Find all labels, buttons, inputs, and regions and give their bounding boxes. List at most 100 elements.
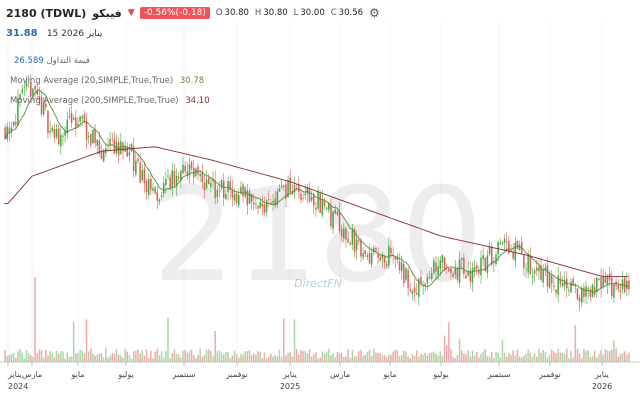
volume-bar — [263, 352, 266, 362]
last-date: 15 يناير 2026 — [46, 29, 103, 39]
legend-ma20[interactable]: Moving Average (20,SIMPLE,True,True) 30.… — [10, 76, 204, 86]
candle-body — [452, 273, 454, 277]
volume-bar — [83, 353, 86, 362]
candle-body — [484, 257, 487, 272]
candle-body — [482, 255, 484, 260]
volume-bar — [70, 356, 73, 362]
candle-body — [557, 275, 559, 295]
volume-bar — [448, 322, 450, 362]
volume-bar — [214, 331, 216, 362]
candle-body — [619, 290, 622, 292]
gear-icon[interactable]: ⚙ — [369, 6, 380, 20]
candle-body — [34, 85, 36, 90]
candle-body — [426, 277, 429, 284]
volume-bar — [145, 349, 148, 362]
volume-bar — [57, 353, 60, 362]
candle-body — [55, 129, 58, 138]
candle-body — [154, 187, 156, 194]
volume-bar — [443, 335, 446, 362]
candle-body — [79, 116, 81, 122]
candle-body — [501, 242, 504, 244]
candle-body — [285, 184, 287, 199]
volume-bar — [81, 350, 84, 362]
candle-body — [4, 127, 6, 140]
candle-body — [471, 268, 474, 284]
candle-body — [315, 207, 317, 210]
volume-bar — [439, 351, 442, 362]
volume-bar — [486, 356, 489, 362]
volume-bar — [137, 349, 139, 362]
candle-body — [233, 194, 236, 201]
volume-bar — [450, 348, 452, 362]
volume-bar — [441, 355, 444, 362]
volume-bar — [512, 350, 514, 362]
volume-bar — [370, 355, 373, 362]
candle-body — [463, 257, 465, 274]
candle-body — [465, 275, 467, 279]
candle-body — [390, 248, 392, 254]
volume-bar — [10, 353, 13, 362]
candle-body — [75, 117, 77, 129]
volume-bar — [186, 352, 189, 362]
x-tick-label: سبتمبر — [172, 370, 196, 379]
volume-bar — [336, 351, 339, 362]
volume-bar — [156, 348, 159, 362]
candle-body — [475, 265, 478, 269]
candle-body — [111, 138, 114, 140]
volume-bar — [471, 350, 474, 362]
volume-bar — [501, 339, 504, 362]
x-tick-label: يناير — [594, 370, 609, 379]
volume-bar — [383, 354, 386, 362]
volume-bar — [40, 350, 43, 362]
candle-body — [604, 276, 607, 284]
volume-bar — [12, 352, 15, 362]
volume-bar — [255, 354, 257, 362]
candle-body — [430, 273, 433, 279]
volume-bar — [68, 356, 71, 362]
candle-body — [8, 127, 11, 134]
candle-body — [36, 90, 38, 95]
caret-down-icon[interactable]: ▼ — [127, 8, 135, 18]
volume-bar — [523, 355, 525, 362]
candle-body — [253, 202, 255, 205]
candle-body — [132, 146, 135, 172]
candle-body — [523, 254, 525, 269]
candle-body — [261, 203, 264, 207]
volume-bar — [353, 356, 356, 362]
x-tick-label: يناير — [282, 370, 297, 379]
candle-body — [591, 284, 594, 297]
legend-volume[interactable]: قيمة التداول 26.589 — [10, 56, 90, 66]
volume-bar — [295, 348, 298, 362]
candle-body — [366, 255, 369, 257]
volume-bar — [334, 357, 336, 362]
volume-bar — [409, 358, 412, 362]
candle-body — [300, 193, 302, 201]
candle-body — [328, 203, 330, 210]
volume-bar — [184, 350, 186, 362]
candle-body — [38, 95, 41, 101]
candle-body — [72, 117, 75, 120]
volume-bar — [317, 358, 319, 362]
volume-bar — [525, 353, 527, 362]
candle-body — [553, 285, 555, 288]
candle-body — [411, 290, 414, 294]
candle-body — [92, 129, 94, 144]
volume-bar — [493, 358, 495, 362]
volume-bar — [553, 351, 555, 362]
volume-bar — [606, 350, 609, 362]
volume-bar — [229, 358, 231, 362]
volume-bar — [304, 351, 306, 362]
volume-bar — [445, 345, 448, 362]
volume-bar — [225, 352, 227, 362]
candle-body — [190, 162, 193, 169]
legend-ma200[interactable]: Moving Average (200,SIMPLE,True,True) 34… — [10, 96, 210, 106]
volume-bar — [490, 351, 493, 362]
volume-bar — [85, 319, 88, 362]
symbol-name: فيبكو — [92, 6, 122, 20]
candle-body — [512, 251, 514, 259]
volume-bar — [495, 351, 497, 362]
candle-body — [353, 229, 356, 252]
volume-bar — [593, 350, 596, 362]
